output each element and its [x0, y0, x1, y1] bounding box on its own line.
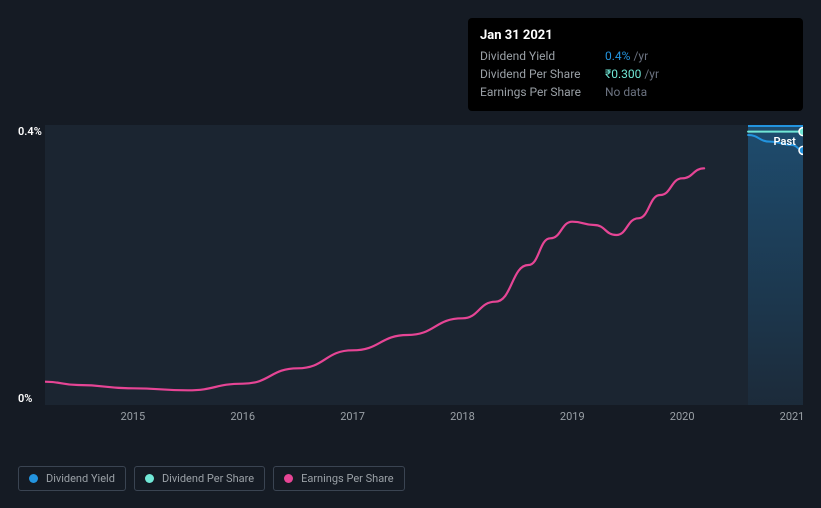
tooltip-value: 0.4%/yr: [605, 47, 648, 65]
x-axis-tick: 2018: [450, 410, 475, 423]
chart-marker: [799, 146, 803, 154]
legend-item[interactable]: Dividend Yield: [18, 466, 126, 491]
chart-marker: [799, 128, 803, 136]
y-axis-tick: 0.4%: [18, 125, 42, 138]
chart-legend: Dividend Yield Dividend Per Share Earnings…: [18, 466, 405, 491]
chart-tooltip: Jan 31 2021 Dividend Yield0.4%/yrDividen…: [468, 18, 803, 111]
chart-area: 0% 0.4% Past 2015 2016 2017 2018 2019 2020 2021: [18, 105, 803, 420]
tooltip-value: ₹0.300/yr: [605, 65, 659, 83]
chart-plot: Past: [45, 125, 803, 405]
x-axis-tick: 2020: [670, 410, 695, 423]
chart-line: [45, 168, 704, 390]
y-axis-tick: 0%: [18, 392, 32, 405]
legend-dot-icon: [29, 474, 38, 483]
legend-dot-icon: [284, 474, 293, 483]
legend-label: Dividend Per Share: [162, 472, 254, 485]
x-axis-tick: 2019: [560, 410, 585, 423]
tooltip-row: Earnings Per ShareNo data: [480, 83, 791, 101]
x-axis-tick: 2021: [780, 410, 805, 423]
tooltip-label: Earnings Per Share: [480, 83, 605, 101]
tooltip-row: Dividend Per Share₹0.300/yr: [480, 65, 791, 83]
tooltip-row: Dividend Yield0.4%/yr: [480, 47, 791, 65]
tooltip-label: Dividend Yield: [480, 47, 605, 65]
legend-label: Dividend Yield: [46, 472, 115, 485]
x-axis: 2015 2016 2017 2018 2019 2020 2021: [45, 410, 803, 430]
legend-dot-icon: [145, 474, 154, 483]
x-axis-tick: 2017: [340, 410, 365, 423]
legend-item[interactable]: Earnings Per Share: [273, 466, 405, 491]
tooltip-date: Jan 31 2021: [480, 28, 791, 43]
x-axis-tick: 2015: [121, 410, 146, 423]
x-axis-tick: 2016: [230, 410, 255, 423]
past-label: Past: [774, 135, 796, 148]
legend-label: Earnings Per Share: [301, 472, 394, 485]
tooltip-value: No data: [605, 83, 647, 101]
tooltip-label: Dividend Per Share: [480, 65, 605, 83]
legend-item[interactable]: Dividend Per Share: [134, 466, 265, 491]
